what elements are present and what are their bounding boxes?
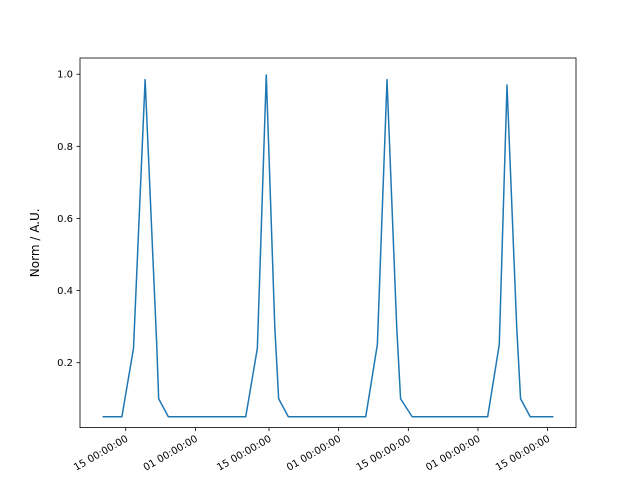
x-tick-label: 15 00:00:00 — [494, 434, 552, 474]
y-tick-label: 0.6 — [57, 214, 73, 225]
y-tick-label: 0.8 — [57, 142, 73, 153]
y-axis-label: Norm / A.U. — [28, 208, 42, 277]
x-tick-label: 15 00:00:00 — [215, 434, 273, 474]
y-axis-ticks: 0.2 0.4 0.6 0.8 1.0 — [57, 70, 80, 369]
y-tick-label: 0.4 — [57, 286, 73, 297]
y-tick-label: 1.0 — [57, 70, 73, 81]
plot-area-frame — [79, 57, 577, 429]
x-tick-label: 01 00:00:00 — [142, 434, 200, 474]
x-axis-ticks: 15 00:00:00 01 00:00:00 15 00:00:00 01 00:0… — [72, 427, 552, 474]
series-line — [102, 74, 554, 418]
x-tick-label: 15 00:00:00 — [72, 434, 130, 474]
x-tick-label: 15 00:00:00 — [355, 434, 413, 474]
y-tick-label: 0.2 — [57, 358, 73, 369]
x-tick-label: 01 00:00:00 — [424, 434, 482, 474]
x-tick-label: 01 00:00:00 — [285, 434, 343, 474]
